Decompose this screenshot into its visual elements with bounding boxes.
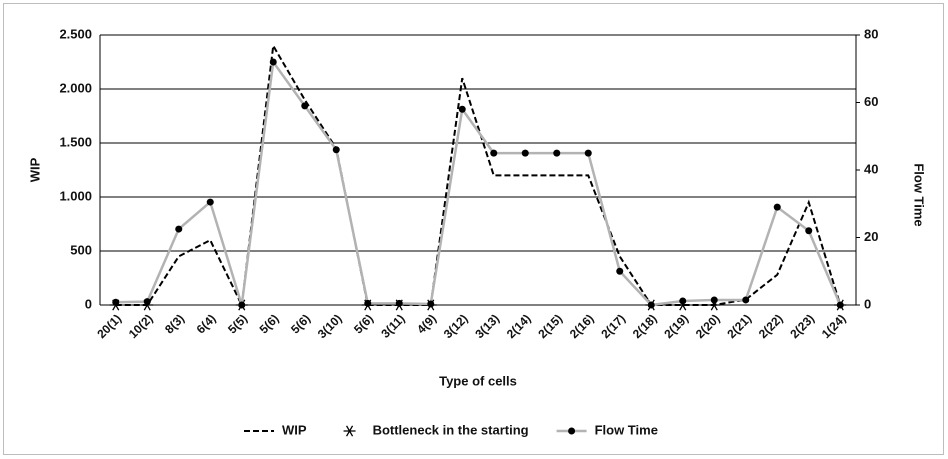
y2-axis-title: Flow Time <box>912 163 927 226</box>
flow-point <box>206 198 214 206</box>
y2-tick-label: 40 <box>864 161 878 176</box>
flow-point <box>805 227 813 235</box>
flow-point <box>238 301 246 309</box>
flow-point <box>112 298 120 306</box>
flow-point <box>584 149 592 157</box>
y-axis-title: WIP <box>27 157 42 182</box>
legend-label: Flow Time <box>595 422 658 437</box>
y-tick-label: 500 <box>70 242 92 257</box>
y-tick-label: 2.000 <box>59 80 92 95</box>
y2-tick-label: 0 <box>864 296 871 311</box>
legend-label: WIP <box>282 422 307 437</box>
flow-point <box>553 149 561 157</box>
flow-point <box>427 300 435 308</box>
flow-point <box>710 296 718 304</box>
flow-point <box>521 149 529 157</box>
y-tick-label: 2.500 <box>59 26 92 41</box>
flow-point <box>490 149 498 157</box>
flow-point <box>679 297 687 305</box>
y-tick-label: 1.500 <box>59 134 92 149</box>
flow-point <box>301 102 309 110</box>
x-axis-title: Type of cells <box>439 373 517 388</box>
flow-point <box>143 298 151 306</box>
flow-line <box>115 58 842 307</box>
legend-swatch <box>343 425 356 437</box>
flow-point <box>773 203 781 211</box>
flow-point <box>364 299 372 307</box>
flow-point <box>175 225 183 233</box>
flow-point <box>836 301 844 309</box>
legend-swatch <box>568 427 576 435</box>
flow-point <box>458 105 466 113</box>
flow-point <box>332 146 340 154</box>
chart-border <box>3 3 944 455</box>
y2-tick-label: 80 <box>864 26 878 41</box>
wip-line <box>115 42 842 309</box>
flow-point <box>647 301 655 309</box>
flow-point <box>742 296 750 304</box>
legend-label: Bottleneck in the starting <box>373 422 529 437</box>
flow-point <box>269 58 277 66</box>
flow-point <box>395 299 403 307</box>
flow-point <box>616 267 624 275</box>
y-tick-label: 1.000 <box>59 188 92 203</box>
y2-tick-label: 60 <box>864 94 878 109</box>
y2-tick-label: 20 <box>864 229 878 244</box>
y-tick-label: 0 <box>85 296 92 311</box>
